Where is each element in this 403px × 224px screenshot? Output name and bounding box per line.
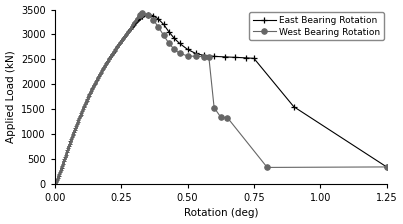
East Bearing Rotation [222,56,227,58]
West Bearing Rotation [218,116,223,118]
West Bearing Rotation [177,52,182,55]
East Bearing Rotation [177,42,182,45]
East Bearing Rotation [384,166,389,168]
West Bearing Rotation [206,55,211,58]
West Bearing Rotation [161,34,166,37]
West Bearing Rotation [201,55,206,58]
Legend: East Bearing Rotation, West Bearing Rotation: East Bearing Rotation, West Bearing Rota… [249,12,384,40]
West Bearing Rotation [151,18,156,21]
East Bearing Rotation [291,105,296,108]
West Bearing Rotation [212,106,216,109]
East Bearing Rotation [166,31,171,33]
West Bearing Rotation [166,42,171,45]
East Bearing Rotation [172,37,177,40]
East Bearing Rotation [212,55,216,58]
East Bearing Rotation [201,54,206,57]
West Bearing Rotation [140,12,145,14]
East Bearing Rotation [161,23,166,26]
X-axis label: Rotation (deg): Rotation (deg) [183,209,258,218]
East Bearing Rotation [151,14,156,17]
East Bearing Rotation [156,18,161,20]
East Bearing Rotation [233,56,238,59]
East Bearing Rotation [193,52,198,55]
East Bearing Rotation [145,13,150,16]
Line: West Bearing Rotation: West Bearing Rotation [137,10,389,170]
Y-axis label: Applied Load (kN): Applied Load (kN) [6,50,16,143]
East Bearing Rotation [251,57,256,60]
East Bearing Rotation [140,15,145,17]
West Bearing Rotation [193,55,198,58]
West Bearing Rotation [225,116,230,119]
Line: East Bearing Rotation: East Bearing Rotation [139,11,390,170]
West Bearing Rotation [145,13,150,16]
West Bearing Rotation [156,26,161,28]
East Bearing Rotation [243,56,248,59]
East Bearing Rotation [185,48,190,51]
West Bearing Rotation [185,54,190,57]
West Bearing Rotation [172,48,177,51]
West Bearing Rotation [137,14,142,16]
West Bearing Rotation [384,166,389,168]
West Bearing Rotation [265,166,270,169]
